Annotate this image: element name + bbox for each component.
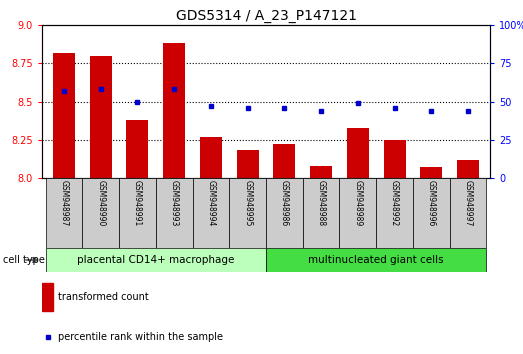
Bar xyxy=(266,248,486,272)
Bar xyxy=(119,178,156,248)
Bar xyxy=(266,178,303,248)
Text: GSM948995: GSM948995 xyxy=(243,180,252,227)
Bar xyxy=(310,166,332,178)
Bar xyxy=(450,178,486,248)
Text: GSM948989: GSM948989 xyxy=(354,180,362,226)
Text: percentile rank within the sample: percentile rank within the sample xyxy=(58,332,223,342)
Bar xyxy=(339,178,376,248)
Bar xyxy=(413,178,450,248)
Text: GSM948996: GSM948996 xyxy=(427,180,436,227)
Bar xyxy=(192,178,229,248)
Bar xyxy=(200,137,222,178)
Text: GSM948997: GSM948997 xyxy=(463,180,472,227)
Text: GSM948993: GSM948993 xyxy=(169,180,179,227)
Bar xyxy=(83,178,119,248)
Text: GSM948987: GSM948987 xyxy=(60,180,69,226)
Bar xyxy=(229,178,266,248)
Bar xyxy=(46,178,83,248)
Bar xyxy=(347,127,369,178)
Text: multinucleated giant cells: multinucleated giant cells xyxy=(309,255,444,265)
Bar xyxy=(127,120,149,178)
Text: GSM948990: GSM948990 xyxy=(96,180,105,227)
Title: GDS5314 / A_23_P147121: GDS5314 / A_23_P147121 xyxy=(176,8,357,23)
Text: GSM948988: GSM948988 xyxy=(316,180,326,226)
Text: GSM948986: GSM948986 xyxy=(280,180,289,226)
Bar xyxy=(236,150,259,178)
Bar xyxy=(53,52,75,178)
Bar xyxy=(163,43,185,178)
Text: cell type: cell type xyxy=(3,255,44,265)
Bar xyxy=(303,178,339,248)
Bar xyxy=(46,248,266,272)
Text: GSM948992: GSM948992 xyxy=(390,180,399,226)
Bar xyxy=(90,56,112,178)
Text: GSM948991: GSM948991 xyxy=(133,180,142,226)
Bar xyxy=(457,160,479,178)
Bar xyxy=(383,140,405,178)
Text: GSM948994: GSM948994 xyxy=(207,180,215,227)
Bar xyxy=(420,167,442,178)
Bar xyxy=(42,283,53,310)
Text: placental CD14+ macrophage: placental CD14+ macrophage xyxy=(77,255,234,265)
Bar xyxy=(274,144,295,178)
Bar xyxy=(376,178,413,248)
Bar xyxy=(156,178,192,248)
Text: transformed count: transformed count xyxy=(58,292,149,302)
